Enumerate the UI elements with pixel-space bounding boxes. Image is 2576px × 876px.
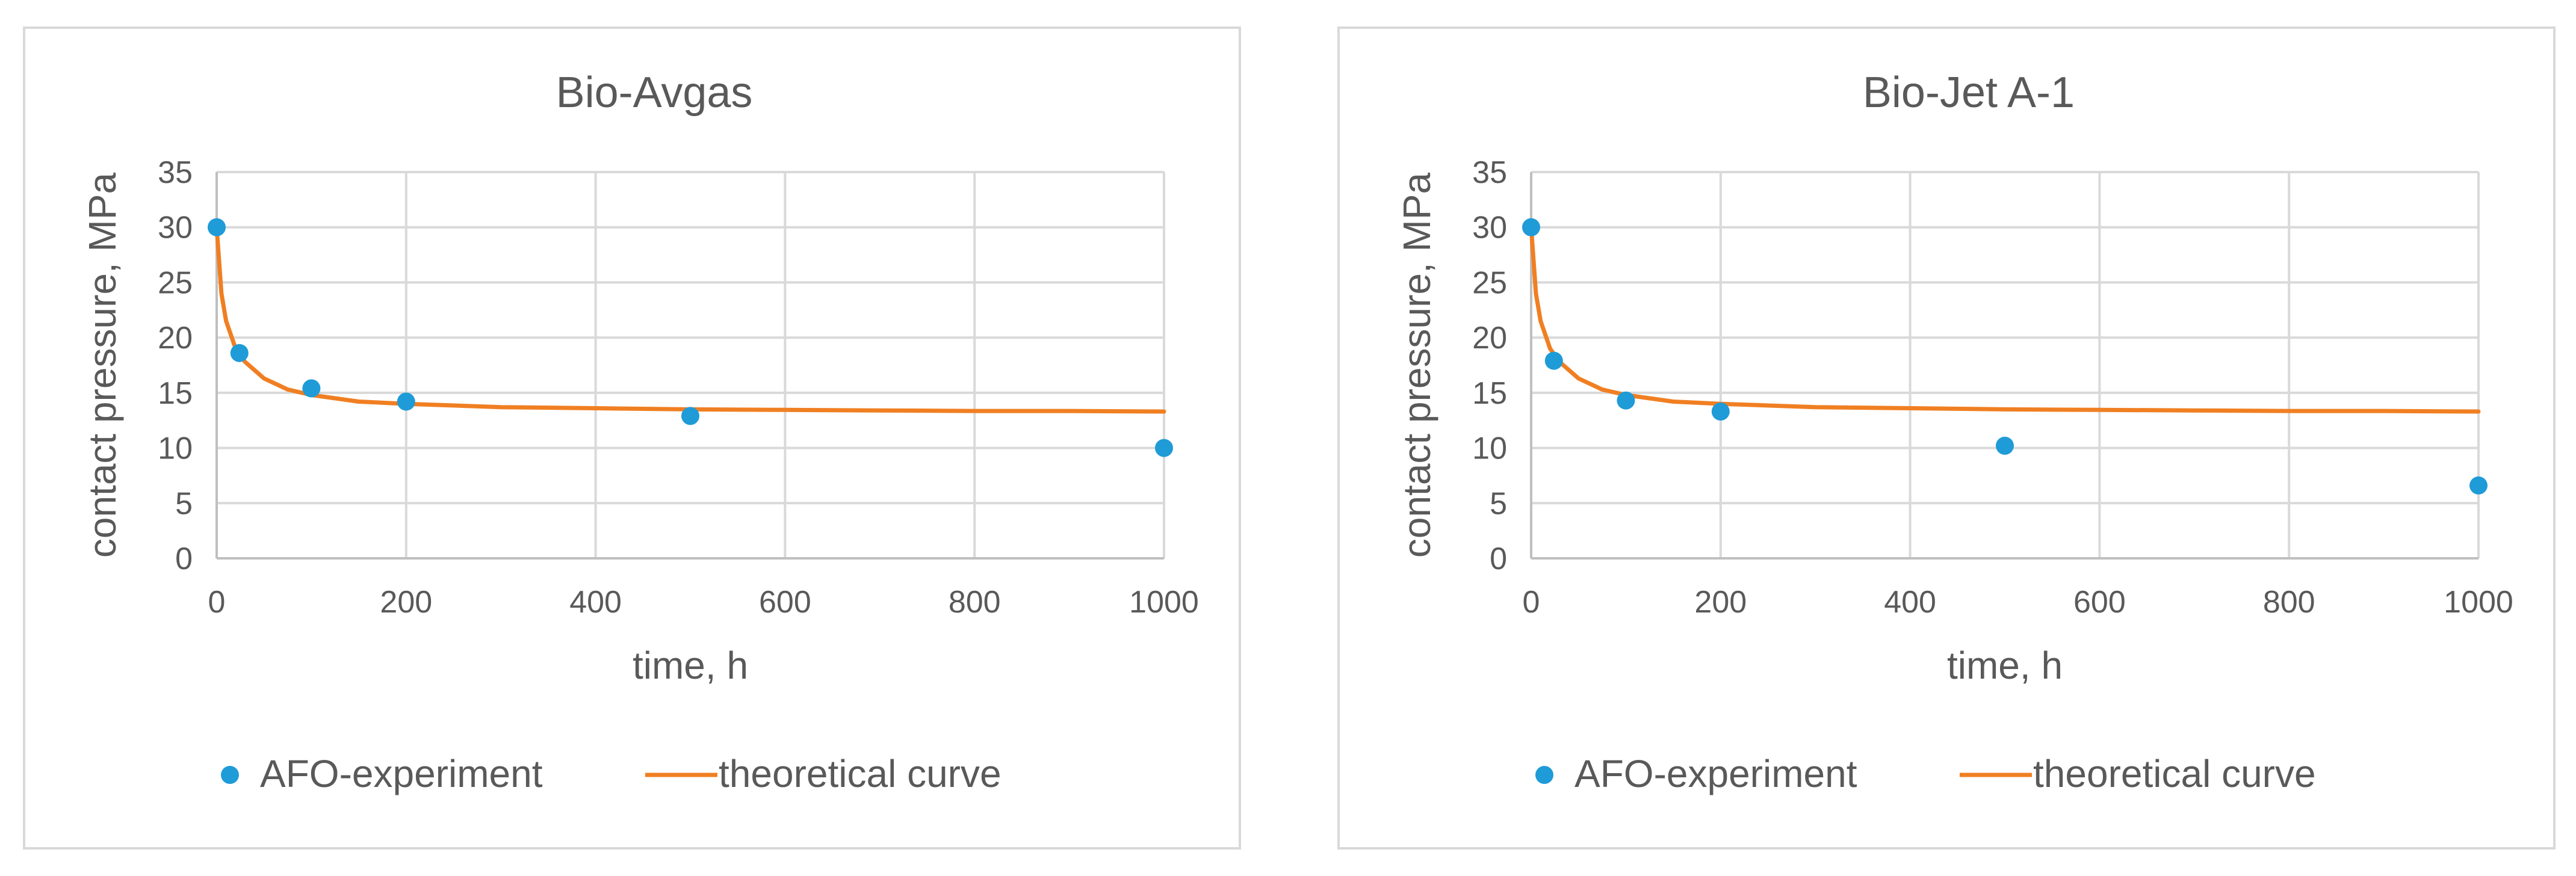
x-tick-label: 800 [949,585,1001,620]
y-tick-label: 5 [175,486,193,521]
data-point-afo-experiment [1996,436,2014,455]
x-axis-label: time, h [633,644,748,687]
x-tick-label: 600 [759,585,811,620]
data-point-afo-experiment [1617,391,1635,410]
legend-label: theoretical curve [719,752,1002,795]
y-tick-label: 35 [158,155,193,190]
y-tick-label: 35 [1472,155,1507,190]
y-axis-label: contact pressure, MPa [81,172,124,558]
series-line-theoretical-curve [214,225,1166,414]
x-tick-label: 0 [1523,585,1540,620]
data-point-afo-experiment [230,344,249,362]
data-point-afo-experiment [302,379,321,398]
y-tick-label: 5 [1490,486,1507,521]
legend-label: AFO-experiment [1574,752,1857,795]
chart-title: Bio-Avgas [556,69,753,117]
legend-marker-afo-experiment [221,766,239,784]
y-tick-label: 30 [158,211,193,245]
data-point-afo-experiment [2469,476,2488,495]
y-tick-label: 20 [1472,321,1507,356]
x-tick-label: 400 [569,585,622,620]
data-point-afo-experiment [681,407,699,425]
x-tick-label: 1000 [2444,585,2513,620]
x-tick-label: 0 [208,585,226,620]
data-point-afo-experiment [397,392,415,411]
x-axis-label: time, h [1947,644,2063,687]
data-point-afo-experiment [1155,439,1173,457]
x-tick-label: 1000 [1129,585,1199,620]
y-tick-label: 20 [158,321,193,356]
y-tick-label: 30 [1472,211,1507,245]
y-tick-label: 10 [1472,431,1507,466]
legend-marker-afo-experiment [1535,766,1553,784]
data-point-afo-experiment [1522,218,1540,236]
legend-label: AFO-experiment [260,752,543,795]
y-tick-label: 0 [1490,541,1507,576]
chart-title: Bio-Jet A-1 [1863,69,2075,117]
data-point-afo-experiment [1711,403,1730,421]
x-tick-label: 200 [1694,585,1747,620]
y-tick-label: 15 [158,376,193,411]
chart-svg-bio-avgas: Bio-Avgas 0 5 10 15 20 25 30 35 0 200 400 600 800 1000… [81,69,1199,795]
data-point-afo-experiment [1544,351,1563,370]
series-line-theoretical-curve [1529,225,2481,414]
x-tick-label: 600 [2073,585,2126,620]
x-tick-label: 400 [1884,585,1936,620]
y-tick-label: 0 [175,541,193,576]
x-tick-label: 200 [380,585,432,620]
y-tick-label: 15 [1472,376,1507,411]
y-axis-label: contact pressure, MPa [1395,172,1438,558]
y-tick-label: 25 [1472,265,1507,300]
data-point-afo-experiment [208,218,226,236]
y-tick-label: 10 [158,431,193,466]
x-tick-label: 800 [2263,585,2315,620]
chart-panel-bio-avgas: Bio-Avgas 0 5 10 15 20 25 30 35 0 200 400 600 800 1000… [23,26,1241,850]
y-tick-label: 25 [158,265,193,300]
chart-panel-bio-jet-a1: Bio-Jet A-1 0 5 10 15 20 25 30 35 0 200 400 600 800 10… [1337,26,2556,850]
legend-label: theoretical curve [2033,752,2316,795]
chart-svg-bio-jet-a1: Bio-Jet A-1 0 5 10 15 20 25 30 35 0 200 400 600 800 10… [1395,69,2513,795]
